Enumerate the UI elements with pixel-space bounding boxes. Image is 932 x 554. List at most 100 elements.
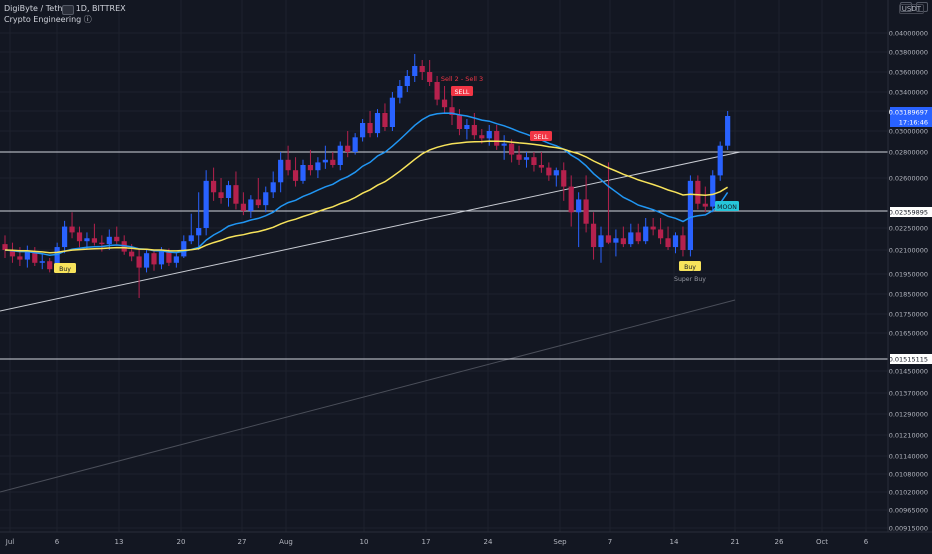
price-tick-label: 0.01370000 [889, 390, 928, 398]
candle [389, 92, 395, 131]
candle [225, 180, 232, 207]
candle-body [166, 251, 172, 263]
candle-body [203, 180, 209, 228]
candle-body [84, 238, 90, 242]
trend-lines [0, 151, 741, 493]
candle [76, 226, 83, 248]
price-tick-label: 0.01290000 [889, 411, 928, 419]
candle [39, 253, 45, 270]
legend-collapse-icon[interactable] [62, 5, 74, 15]
candle [263, 186, 269, 213]
candle-body [233, 185, 239, 204]
candle-body [270, 182, 276, 193]
candle-body [419, 66, 425, 72]
candle [635, 223, 641, 245]
candle-body [322, 159, 328, 163]
candle-body [151, 253, 157, 265]
candle-body [300, 165, 306, 181]
candle [47, 258, 53, 273]
buy-marker-2: Buy [679, 261, 701, 271]
indicator-title[interactable]: Crypto Engineering ⓘ [4, 15, 92, 24]
candle [203, 170, 209, 236]
moon-marker: MOON [715, 201, 739, 211]
candle [248, 195, 254, 218]
candle [136, 248, 142, 298]
candle-body [240, 203, 246, 211]
candle-body [143, 253, 150, 268]
time-tick-label: 21 [731, 538, 740, 546]
candle [695, 175, 701, 210]
candle-body [672, 235, 679, 248]
candle [419, 60, 425, 80]
candle-body [9, 250, 16, 257]
candle-body [725, 116, 731, 146]
price-tick-label: 0.01650000 [889, 330, 928, 338]
candle-body [129, 251, 135, 257]
candle [352, 133, 358, 155]
super-buy-label: Super Buy [674, 276, 706, 283]
candle [702, 186, 708, 213]
buy-marker-2-bg [679, 261, 701, 271]
candle-body [695, 180, 701, 204]
candle-body [464, 125, 470, 129]
candle-body [568, 186, 574, 213]
price-tick-label: 0.02100000 [889, 247, 928, 255]
candle-body [211, 180, 217, 193]
candle-body [54, 247, 60, 270]
candle-body [605, 235, 612, 243]
candle [568, 175, 574, 227]
price-tick-label: 0.01450000 [889, 368, 928, 376]
price-axis[interactable]: 0.04000000 0.03800000 0.03600000 0.03400000… [887, 0, 932, 533]
last-price-label-text: 0.03189697 [889, 108, 928, 116]
candle [628, 223, 634, 248]
chart-fullscreen-icon[interactable] [916, 2, 928, 12]
candle-body [158, 251, 165, 265]
candle-body [717, 145, 723, 176]
price-tick-label: 0.01080000 [889, 471, 928, 479]
candle-body [225, 185, 232, 198]
sell-marker-2-label: SELL [534, 134, 549, 141]
candle-body [173, 256, 179, 263]
candle [576, 192, 582, 248]
candle [441, 86, 448, 113]
time-tick-label: 14 [670, 538, 679, 546]
sell-marker-1-label: SELL [455, 89, 470, 96]
candle-body [702, 203, 708, 207]
candle [404, 70, 410, 92]
price-tick-label: 0.01020000 [889, 489, 928, 497]
candle [322, 145, 328, 169]
candle-body [471, 125, 477, 136]
candle-body [2, 244, 8, 250]
level-label-1-text: 0.02359895 [889, 208, 928, 216]
candle-body [531, 157, 537, 165]
candle-body [24, 251, 30, 260]
candle-body [650, 226, 656, 230]
buy-marker-1-bg [54, 263, 76, 273]
candle-body [374, 113, 381, 134]
candle [605, 162, 612, 245]
candle [270, 171, 276, 198]
candle-body [248, 199, 254, 211]
candle [486, 125, 492, 146]
candle [382, 103, 388, 131]
price-tick-label: 0.01750000 [889, 311, 928, 319]
buy-marker-2-label: Buy [684, 264, 696, 271]
candle-body [17, 256, 23, 260]
candle-body [687, 180, 693, 250]
currency-badge[interactable]: USDT [898, 4, 924, 14]
candle [658, 218, 664, 245]
candle-body [196, 228, 202, 236]
candle-body [76, 232, 83, 242]
candle-body [665, 238, 671, 248]
candle [725, 111, 731, 150]
chart-settings-icon[interactable] [900, 2, 912, 12]
candle-body [434, 82, 440, 100]
candle-body [307, 165, 314, 171]
candle [672, 232, 679, 254]
time-axis[interactable]: Jul 6 13 20 27 Aug 10 17 24 Sep 7 14 21 26 Oct 6 [0, 531, 932, 546]
price-tick-label: 0.01850000 [889, 291, 928, 299]
candle [211, 167, 217, 201]
candle [84, 232, 90, 249]
